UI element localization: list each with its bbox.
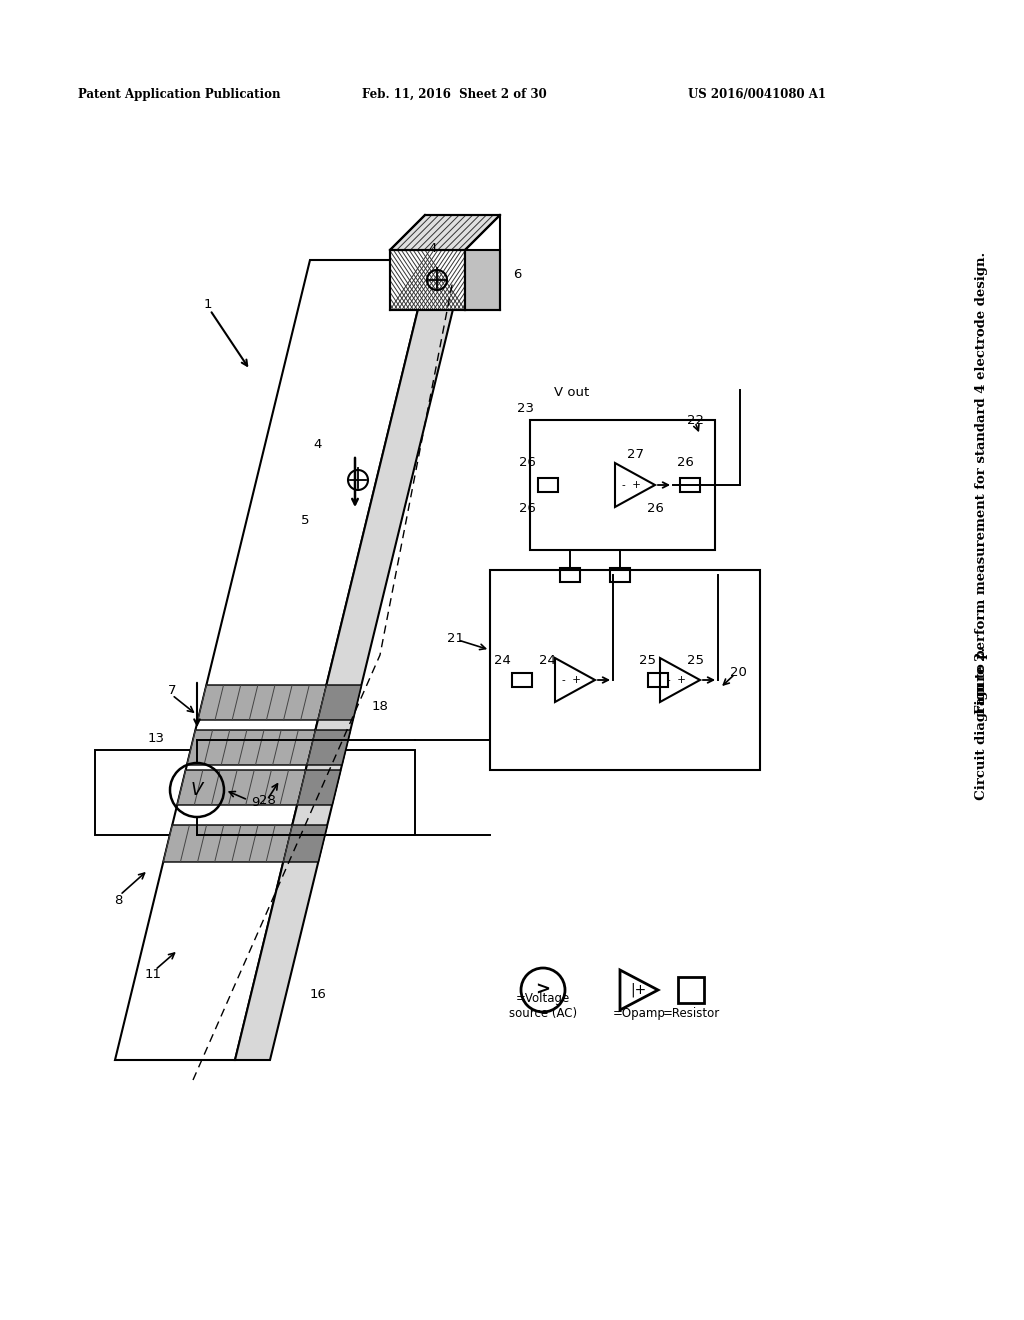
Polygon shape [390, 249, 465, 310]
Text: -  +: - + [667, 675, 685, 685]
Text: =Voltage
source (AC): =Voltage source (AC) [509, 993, 578, 1020]
Text: V: V [190, 781, 203, 799]
Text: 28: 28 [259, 793, 275, 807]
Text: Circuit diagram to perform measurement for standard 4 electrode design.: Circuit diagram to perform measurement f… [976, 251, 988, 809]
Text: 7: 7 [168, 684, 176, 697]
Text: 20: 20 [729, 665, 746, 678]
Polygon shape [465, 249, 500, 310]
Text: 18: 18 [372, 700, 388, 713]
Polygon shape [198, 685, 327, 719]
Polygon shape [555, 657, 595, 702]
Polygon shape [615, 463, 655, 507]
Text: 23: 23 [517, 401, 535, 414]
Polygon shape [307, 730, 350, 766]
Polygon shape [660, 657, 700, 702]
Text: 9: 9 [251, 796, 259, 808]
Text: Patent Application Publication: Patent Application Publication [78, 88, 281, 102]
Text: 1: 1 [204, 298, 212, 312]
Text: US 2016/0041080 A1: US 2016/0041080 A1 [688, 88, 826, 102]
Text: Feb. 11, 2016  Sheet 2 of 30: Feb. 11, 2016 Sheet 2 of 30 [362, 88, 547, 102]
Text: 16: 16 [309, 989, 327, 1002]
Polygon shape [115, 260, 430, 1060]
Text: 13: 13 [147, 731, 165, 744]
Text: =Resistor: =Resistor [663, 1007, 720, 1020]
Text: 5: 5 [301, 513, 309, 527]
Polygon shape [390, 215, 500, 249]
Text: Figure 2.: Figure 2. [976, 647, 988, 714]
Text: 26: 26 [646, 502, 664, 515]
Text: 8: 8 [114, 894, 122, 907]
Text: 24: 24 [494, 653, 510, 667]
Text: 21: 21 [446, 631, 464, 644]
Text: -  +: - + [561, 675, 581, 685]
Text: >: > [536, 981, 551, 999]
Text: 24: 24 [539, 653, 555, 667]
Polygon shape [187, 730, 315, 766]
Text: |+: |+ [630, 983, 646, 997]
Text: 11: 11 [144, 969, 162, 982]
Polygon shape [297, 770, 341, 805]
Polygon shape [177, 770, 306, 805]
Text: 26: 26 [677, 455, 693, 469]
Text: 25: 25 [640, 653, 656, 667]
Text: =Opamp: =Opamp [612, 1007, 666, 1020]
Polygon shape [234, 260, 465, 1060]
Polygon shape [317, 685, 361, 719]
Polygon shape [620, 970, 658, 1010]
Text: 22: 22 [686, 413, 703, 426]
Text: -  +: - + [622, 480, 640, 490]
Text: 4: 4 [313, 438, 323, 451]
Text: 6: 6 [513, 268, 521, 281]
Polygon shape [284, 825, 328, 862]
Text: 26: 26 [518, 455, 536, 469]
Text: 26: 26 [518, 502, 536, 515]
Text: 27: 27 [627, 449, 643, 462]
Polygon shape [163, 825, 292, 862]
Text: V out: V out [554, 387, 589, 400]
Text: 25: 25 [686, 653, 703, 667]
Text: 4: 4 [429, 242, 437, 255]
